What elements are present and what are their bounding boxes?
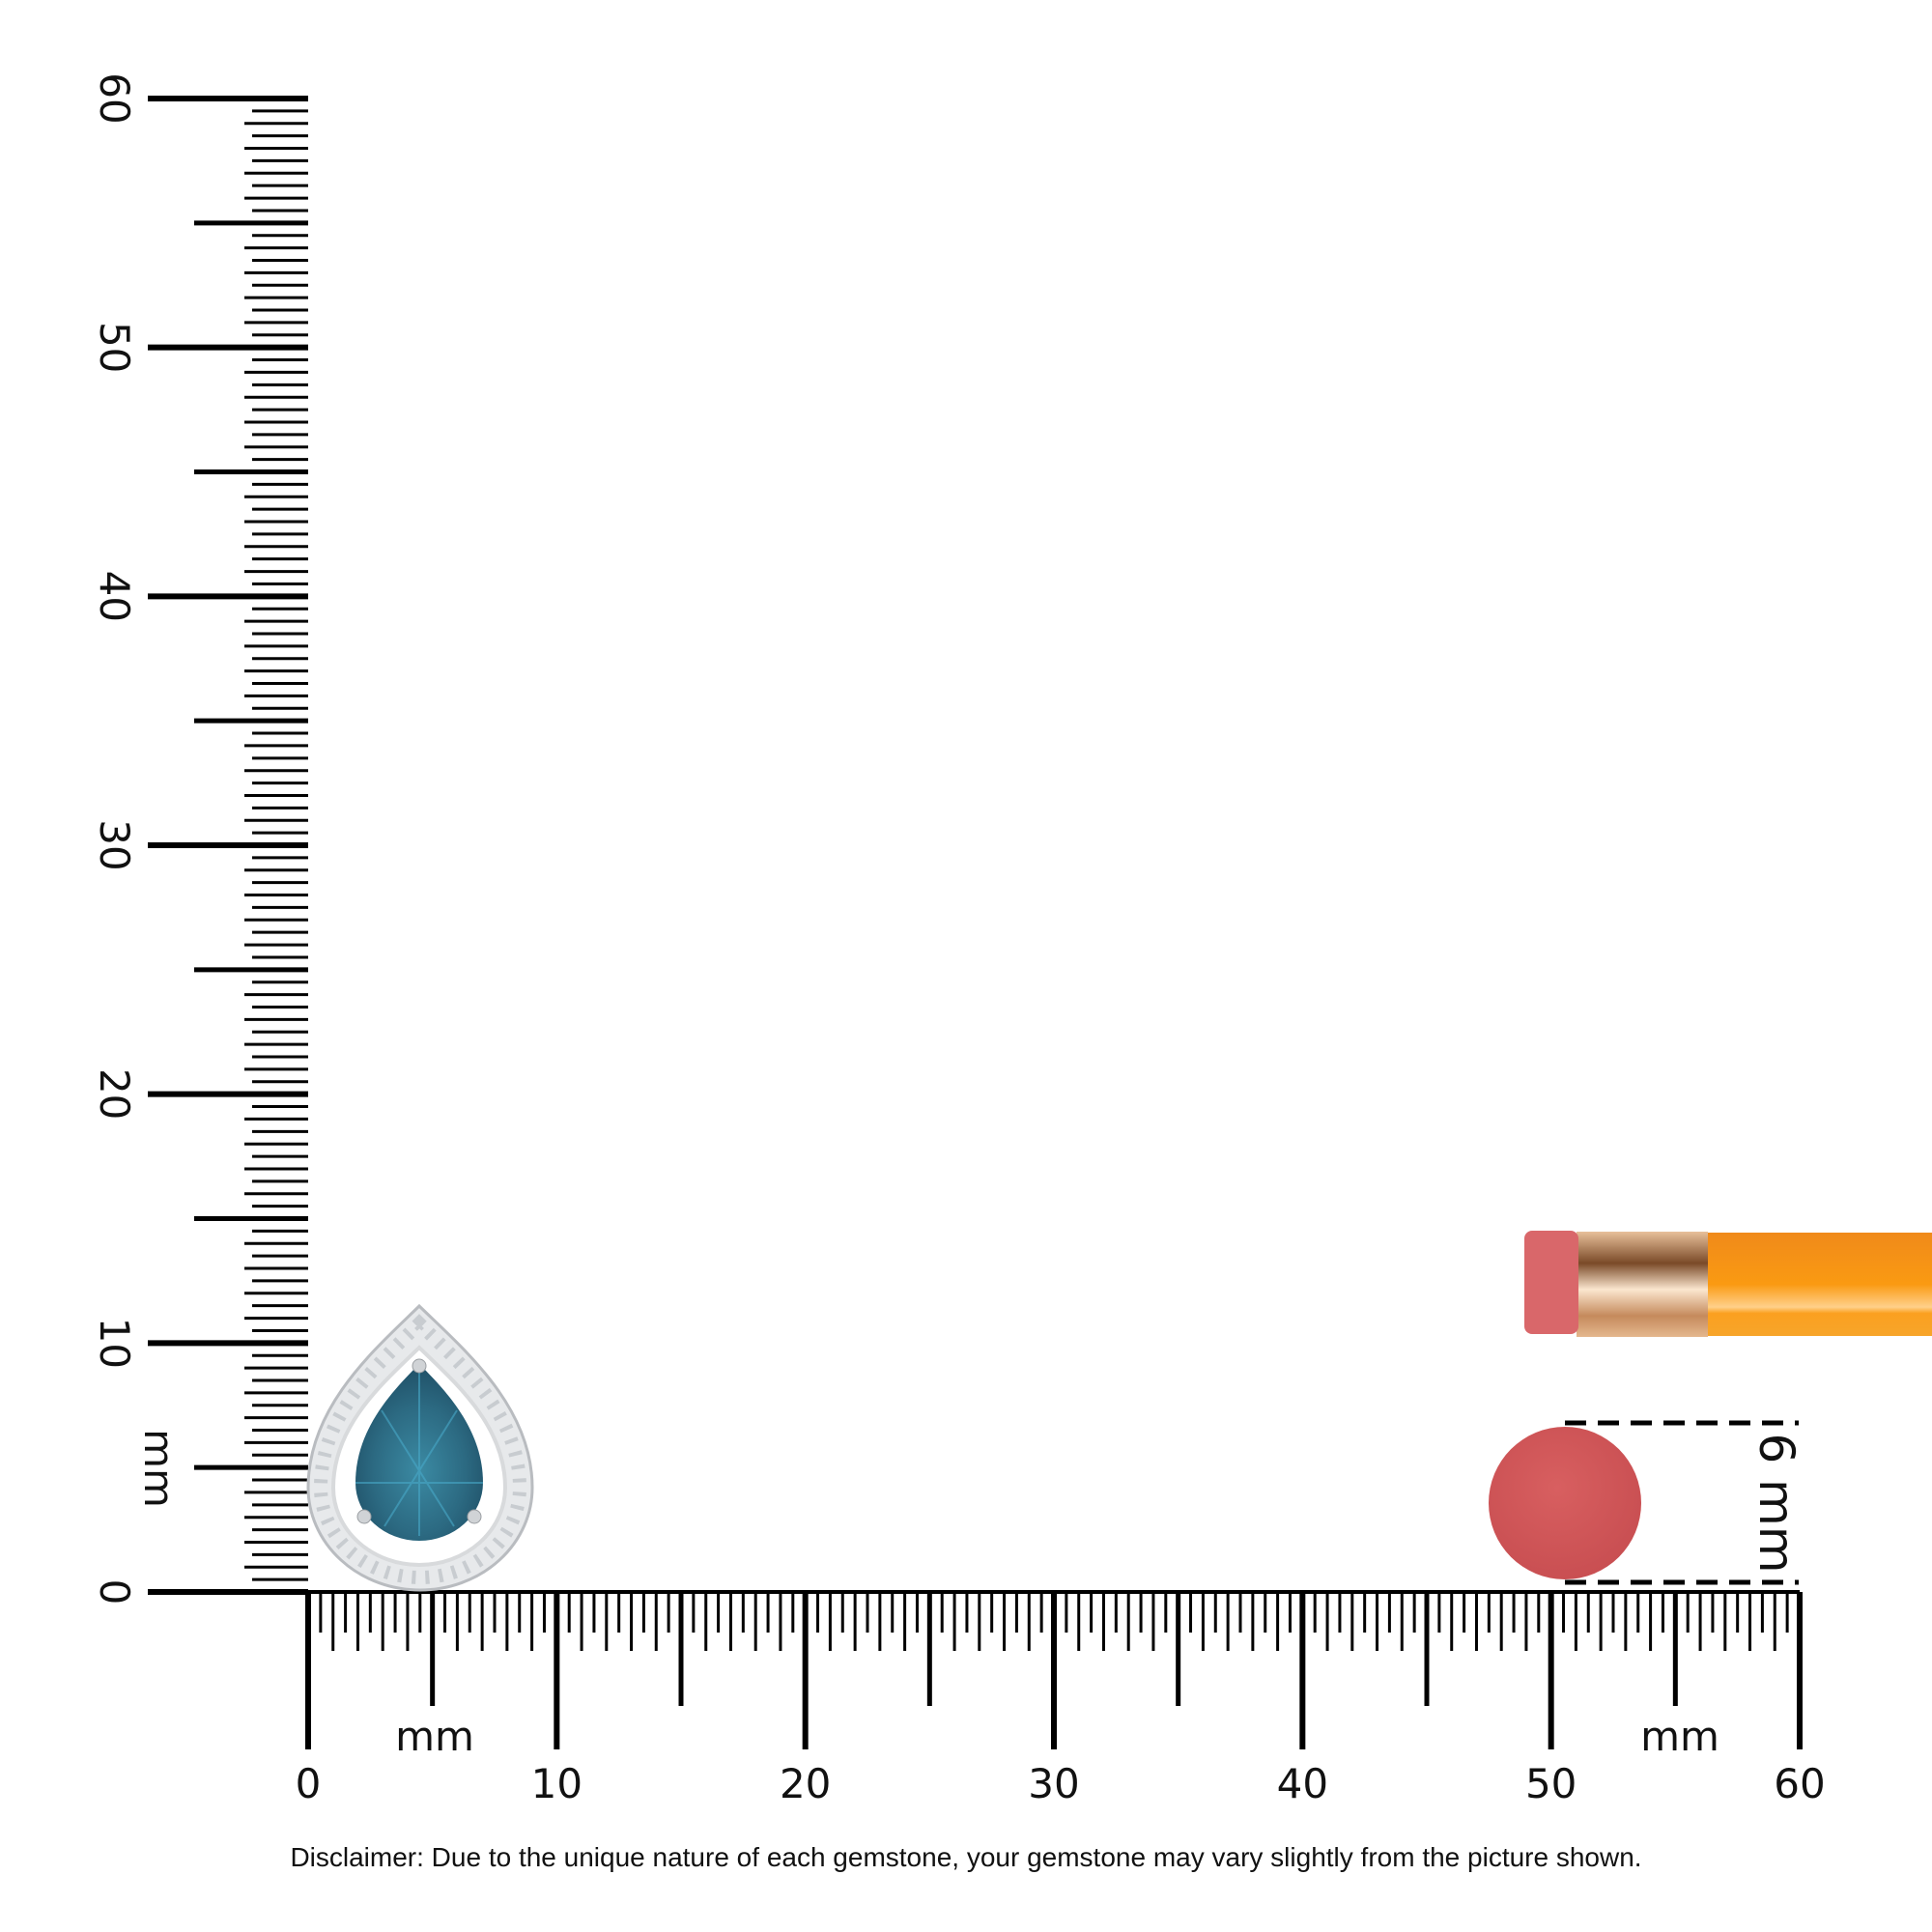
stone-facets xyxy=(355,1364,483,1536)
pear-gemstone-earring xyxy=(306,1303,534,1592)
pencil-reference xyxy=(1524,1231,1932,1337)
pencil-body xyxy=(1706,1233,1932,1336)
horizontal-tick-label: 50 xyxy=(1525,1760,1577,1807)
horizontal-ruler xyxy=(305,1590,1803,1749)
pencil-ferrule xyxy=(1577,1232,1708,1337)
prong xyxy=(412,1358,427,1374)
vertical-tick-label: 60 xyxy=(91,72,138,124)
prong xyxy=(356,1509,372,1524)
horizontal-tick-label: 60 xyxy=(1774,1760,1825,1807)
vertical-tick-label: 20 xyxy=(91,1068,138,1120)
horizontal-ruler-labels: 0 10 20 30 40 50 60 xyxy=(296,1760,1826,1807)
horizontal-tick-label: 40 xyxy=(1277,1760,1328,1807)
vertical-unit-label: mm xyxy=(135,1429,183,1508)
prong xyxy=(467,1509,482,1524)
vertical-tick-label: 0 xyxy=(91,1579,138,1605)
horizontal-unit-label-left: mm xyxy=(395,1713,474,1760)
eraser-size-label: 6 mm xyxy=(1748,1433,1804,1573)
horizontal-tick-label: 10 xyxy=(531,1760,582,1807)
pencil-eraser xyxy=(1524,1231,1578,1334)
horizontal-unit-label-right: mm xyxy=(1640,1713,1719,1760)
disclaimer: Disclaimer: Due to the unique nature of … xyxy=(290,1842,1641,1872)
vertical-tick-label: 30 xyxy=(91,819,138,870)
eraser-disc xyxy=(1489,1427,1641,1579)
vertical-tick-label: 40 xyxy=(91,571,138,622)
horizontal-tick-label: 20 xyxy=(780,1760,831,1807)
vertical-ruler xyxy=(148,96,308,1595)
horizontal-tick-label: 0 xyxy=(296,1760,322,1807)
vertical-ruler-labels: 0 10 20 30 40 50 60 xyxy=(91,72,138,1605)
vertical-tick-label: 50 xyxy=(91,322,138,373)
vertical-tick-label: 10 xyxy=(91,1318,138,1369)
horizontal-tick-label: 30 xyxy=(1028,1760,1079,1807)
